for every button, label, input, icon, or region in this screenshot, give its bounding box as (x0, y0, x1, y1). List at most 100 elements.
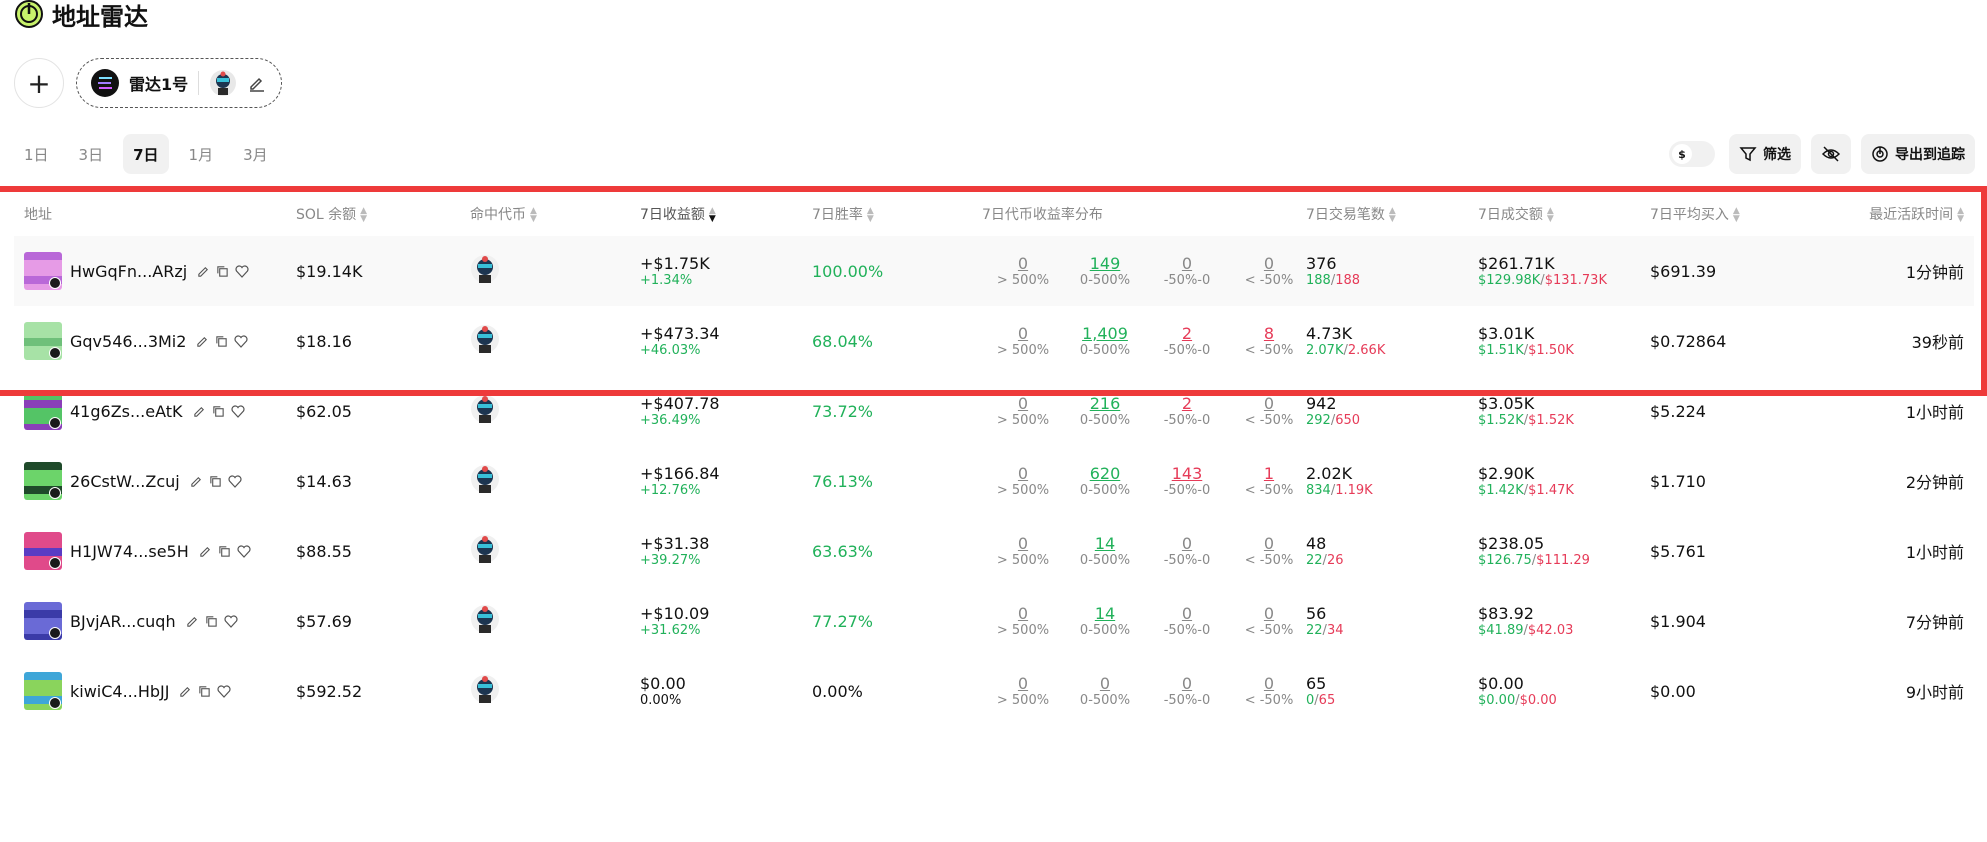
tab-1d[interactable]: 1日 (24, 145, 49, 164)
dist-bucket[interactable]: 0 -50%-0 (1146, 254, 1228, 288)
dist-bucket[interactable]: 620 0-500% (1064, 464, 1146, 498)
col-last-active[interactable]: 最近活跃时间 ▲ ▼ (1869, 206, 1964, 224)
edit-icon[interactable] (179, 685, 192, 698)
edit-icon[interactable] (196, 335, 209, 348)
table-row[interactable]: 26CstW...Zcuj $14.63 +$166.84 +12.76% 76… (14, 446, 1974, 516)
dist-bucket[interactable]: 0 -50%-0 (1146, 674, 1228, 708)
copy-icon[interactable] (209, 475, 222, 488)
dist-bucket[interactable]: 8 < -50% (1228, 324, 1310, 358)
dist-bucket[interactable]: 0 > 500% (982, 464, 1064, 498)
col-hit-tokens[interactable]: 命中代币 ▲ ▼ (470, 206, 537, 224)
edit-icon[interactable] (193, 405, 206, 418)
hit-token-icon[interactable] (470, 394, 500, 428)
table-row[interactable]: 41g6Zs...eAtK $62.05 +$407.78 +36.49% 73… (14, 376, 1974, 446)
export-button[interactable]: 导出到追踪 (1861, 134, 1975, 174)
hit-token-icon[interactable] (470, 604, 500, 638)
favorite-heart-icon[interactable] (230, 404, 245, 418)
dist-bucket[interactable]: 0 > 500% (982, 534, 1064, 568)
filter-button[interactable]: 筛选 (1729, 134, 1801, 174)
col-volume[interactable]: 7日成交额 ▲ ▼ (1478, 206, 1554, 224)
copy-icon[interactable] (218, 545, 231, 558)
favorite-heart-icon[interactable] (228, 474, 242, 488)
table-row[interactable]: BJvjAR...cuqh $57.69 +$10.09 +31.62% 77.… (14, 586, 1974, 656)
dist-bucket[interactable]: 2 -50%-0 (1146, 394, 1228, 428)
dist-bucket[interactable]: 0 > 500% (982, 394, 1064, 428)
address-cell: kiwiC4...HbJJ (24, 672, 232, 710)
dist-bucket[interactable]: 0 < -50% (1228, 394, 1310, 428)
time-tabs: 1日 3日 7日 1月 3月 (14, 134, 278, 174)
tab-7d[interactable]: 7日 (123, 134, 169, 174)
dist-bucket[interactable]: 0 > 500% (982, 674, 1064, 708)
tab-1m[interactable]: 1月 (188, 145, 214, 164)
hide-button[interactable] (1811, 134, 1851, 174)
table-row[interactable]: Gqv546...3Mi2 $18.16 +$473.34 +46.03% 68… (14, 306, 1974, 376)
tab-3d[interactable]: 3日 (78, 145, 104, 164)
hit-token-icon[interactable] (470, 674, 500, 708)
add-radar-button[interactable]: + (14, 58, 64, 108)
hit-token-icon[interactable] (470, 324, 500, 358)
dist-range-label: < -50% (1244, 483, 1294, 498)
col-balance[interactable]: SOL 余额 ▲ ▼ (296, 206, 368, 224)
favorite-heart-icon[interactable] (234, 334, 249, 348)
col-win-rate[interactable]: 7日胜率 ▲ ▼ (812, 206, 874, 224)
dist-bucket[interactable]: 14 0-500% (1064, 604, 1146, 638)
wallet-address[interactable]: 41g6Zs...eAtK (70, 401, 183, 421)
edit-icon[interactable] (186, 615, 199, 628)
dist-bucket[interactable]: 216 0-500% (1064, 394, 1146, 428)
dist-range-label: 0-500% (1079, 273, 1131, 288)
hit-token-icon[interactable] (470, 254, 500, 288)
hit-token-icon[interactable] (470, 534, 500, 568)
dist-bucket[interactable]: 0 > 500% (982, 254, 1064, 288)
wallet-address[interactable]: HwGqFn...ARzj (70, 261, 188, 281)
dist-bucket[interactable]: 14 0-500% (1064, 534, 1146, 568)
table-row[interactable]: H1JW74...se5H $88.55 +$31.38 +39.27% 63.… (14, 516, 1974, 586)
copy-icon[interactable] (215, 335, 228, 348)
dist-bucket[interactable]: 0 < -50% (1228, 604, 1310, 638)
wallet-address[interactable]: 26CstW...Zcuj (70, 471, 180, 491)
tab-3m[interactable]: 3月 (243, 145, 268, 164)
dist-bucket[interactable]: 0 0-500% (1064, 674, 1146, 708)
dist-bucket[interactable]: 1,409 0-500% (1064, 324, 1146, 358)
dist-bucket[interactable]: 0 < -50% (1228, 674, 1310, 708)
sol-balance: $57.69 (296, 611, 352, 631)
dist-bucket[interactable]: 0 < -50% (1228, 254, 1310, 288)
radar-pill[interactable]: 雷达1号 (76, 58, 283, 108)
sol-balance: $14.63 (296, 471, 352, 491)
edit-icon[interactable] (197, 265, 210, 278)
dist-bucket[interactable]: 0 > 500% (982, 604, 1064, 638)
dist-range-label: < -50% (1244, 693, 1294, 708)
favorite-heart-icon[interactable] (224, 614, 238, 628)
table-row[interactable]: HwGqFn...ARzj $19.14K +$1.75K +1.34% 100… (14, 236, 1974, 306)
dist-bucket[interactable]: 0 -50%-0 (1146, 534, 1228, 568)
currency-toggle[interactable]: $ (1669, 141, 1715, 167)
copy-icon[interactable] (212, 405, 225, 418)
dist-bucket[interactable]: 143 -50%-0 (1146, 464, 1228, 498)
wallet-address[interactable]: BJvjAR...cuqh (70, 611, 176, 631)
col-txs[interactable]: 7日交易笔数 ▲ ▼ (1306, 206, 1396, 224)
dist-bucket[interactable]: 2 -50%-0 (1146, 324, 1228, 358)
col-pnl[interactable]: 7日收益额 ▲ ▼ (640, 206, 716, 224)
dist-bucket[interactable]: 0 > 500% (982, 324, 1064, 358)
dist-bucket[interactable]: 1 < -50% (1228, 464, 1310, 498)
favorite-heart-icon[interactable] (217, 684, 232, 698)
copy-icon[interactable] (198, 685, 211, 698)
edit-icon[interactable] (199, 545, 212, 558)
favorite-heart-icon[interactable] (235, 264, 249, 278)
edit-icon[interactable] (190, 475, 203, 488)
dist-bucket[interactable]: 0 < -50% (1228, 534, 1310, 568)
wallet-address[interactable]: Gqv546...3Mi2 (70, 331, 187, 351)
dist-bucket[interactable]: 0 -50%-0 (1146, 604, 1228, 638)
dist-count: 143 (1171, 464, 1203, 483)
favorite-heart-icon[interactable] (237, 544, 251, 558)
edit-radar-icon[interactable] (247, 73, 267, 93)
table-row[interactable]: kiwiC4...HbJJ $592.52 $0.00 0.00% 0.00% … (14, 656, 1974, 726)
hit-token-icon[interactable] (470, 464, 500, 498)
wallet-address[interactable]: H1JW74...se5H (70, 541, 189, 561)
col-avg-buy[interactable]: 7日平均买入 ▲ ▼ (1650, 206, 1740, 224)
copy-icon[interactable] (205, 615, 218, 628)
dist-count: 0 (1017, 674, 1029, 693)
wallet-address[interactable]: kiwiC4...HbJJ (70, 681, 170, 701)
dist-bucket[interactable]: 149 0-500% (1064, 254, 1146, 288)
wallet-avatar (24, 322, 62, 360)
copy-icon[interactable] (216, 265, 229, 278)
